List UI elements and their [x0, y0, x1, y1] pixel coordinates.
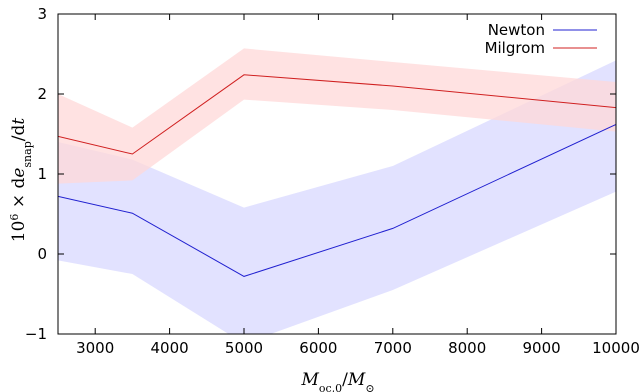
y-tick-label: 3	[37, 5, 47, 23]
axis-ticks	[58, 13, 617, 335]
tick-labels: 3000 4000 5000 6000 7000 8000 9000 10000 −1 0 1 2 3	[25, 5, 640, 357]
x-tick-label: 5000	[225, 339, 263, 357]
y-tick-label: 0	[37, 245, 47, 263]
x-tick-label: 4000	[151, 339, 189, 357]
svg-text:Moc,0/M⊙: Moc,0/M⊙	[300, 370, 374, 392]
line-milgrom	[58, 74, 616, 155]
band-newton	[58, 60, 616, 334]
legend-label-milgrom: Milgrom	[485, 39, 545, 57]
y-axis-title: 106 × desnap/dt	[8, 118, 34, 243]
confidence-bands	[58, 48, 616, 334]
legend-label-newton: Newton	[488, 21, 545, 39]
x-tick-label: 10000	[592, 339, 640, 357]
svg-text:106 × desnap/dt: 106 × desnap/dt	[8, 118, 34, 243]
line-newton	[58, 123, 616, 277]
series-lines	[58, 74, 616, 277]
x-tick-label: 9000	[523, 339, 561, 357]
x-tick-label: 7000	[374, 339, 412, 357]
y-tick-label: −1	[25, 325, 47, 343]
x-tick-label: 3000	[76, 339, 114, 357]
y-tick-label: 1	[37, 165, 47, 183]
x-axis-title: Moc,0/M⊙	[300, 370, 374, 392]
x-tick-label: 6000	[299, 339, 337, 357]
x-tick-label: 8000	[448, 339, 486, 357]
y-tick-label: 2	[37, 85, 47, 103]
band-milgrom	[58, 48, 616, 184]
